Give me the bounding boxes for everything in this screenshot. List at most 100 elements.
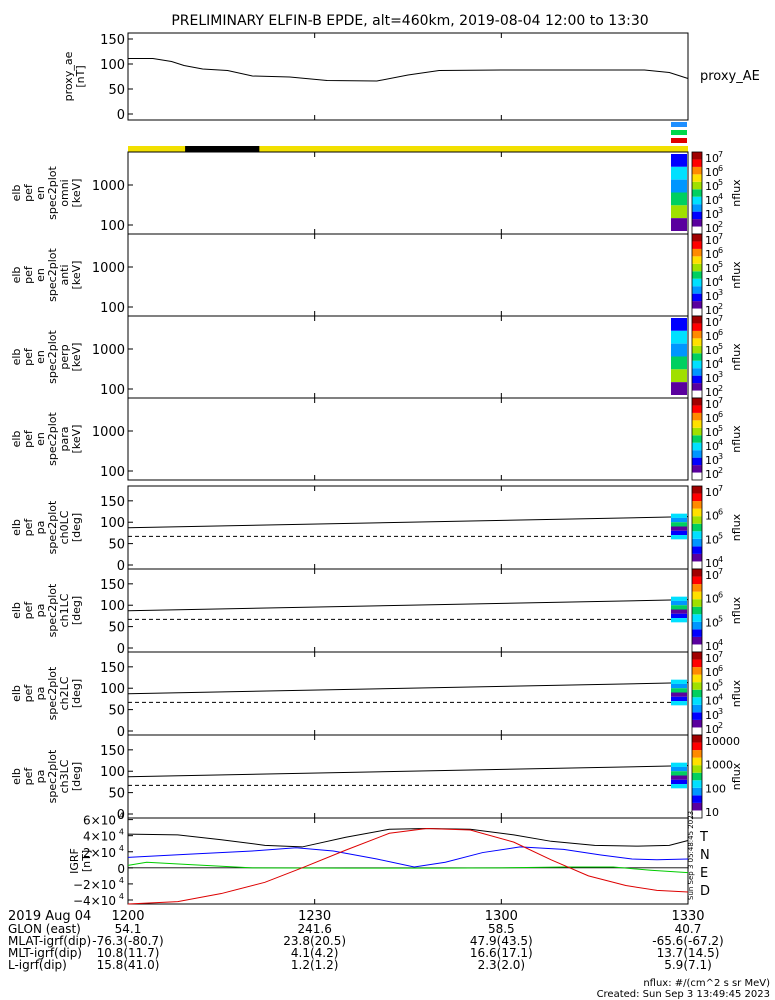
spectrogram-panel-1-ylabel: spec2plot <box>46 248 59 302</box>
pitch-panel-2-colorbar-band <box>692 674 702 683</box>
proxy-ae-ylabel: proxy_ae <box>62 51 75 101</box>
spectrogram-panel-0-cbar-tick: 10 <box>705 180 719 193</box>
pitch-panel-2-colorbar-band <box>692 667 702 675</box>
pitch-panel-1-ylabel: pef <box>22 601 35 620</box>
igrf-panel-series-n <box>127 846 689 868</box>
igrf-panel-ylabel: [nT] <box>80 850 93 872</box>
pitch-panel-1-colorbar-band <box>692 606 702 615</box>
spectrogram-panel-0-colorbar-band <box>692 166 702 175</box>
pitch-panel-3-ytick: 150 <box>100 744 125 759</box>
pitch-panel-3-colorbar-band <box>692 787 702 796</box>
spectrogram-panel-0-cbar-exp: 6 <box>718 164 723 173</box>
ephemeris-row-value: 58.5 <box>488 922 515 936</box>
spectrogram-panel-1-colorbar-band <box>692 278 702 287</box>
pitch-panel-2-loss-cone-line <box>127 682 689 695</box>
spectrogram-panel-3-frame <box>127 397 689 481</box>
igrf-panel-ytick-exp: 4 <box>119 876 124 885</box>
spectrogram-panel-0-colorbar-band <box>692 152 702 160</box>
pitch-panel-2-colorbar-band <box>692 652 702 660</box>
proxy-ae-ytick: 150 <box>100 33 125 48</box>
pitch-panel-0-colorbar-band <box>692 493 702 502</box>
ephemeris-row-value: -76.3(-80.7) <box>92 934 163 948</box>
ephemeris-row-value: 4.1(4.2) <box>291 946 339 960</box>
spectrogram-panel-3-colorbar-frame <box>691 397 703 481</box>
pitch-panel-2-cbar-tick: 10 <box>705 695 719 708</box>
spectrogram-panel-2-cbar-tick: 10 <box>705 372 719 385</box>
pitch-panel-0-ytick: 0 <box>117 559 125 574</box>
pitch-panel-1-ylabel: pa <box>34 604 47 618</box>
spectrogram-panel-3-ylabel: spec2plot <box>46 412 59 466</box>
pitch-panel-0-ytick: 150 <box>100 495 125 510</box>
pitch-panel-1-data-cell <box>671 605 687 610</box>
spectrogram-panel-1-ylabel: elb <box>10 267 23 284</box>
pitch-panel-3-cbar-label: nflux <box>730 762 743 790</box>
pitch-panel-0-cbar-tick: 10 <box>705 557 719 570</box>
spectrogram-panel-3-ylabel: [keV] <box>70 425 83 454</box>
spectrogram-panel-0-ytick: 100 <box>100 219 125 234</box>
pitch-panel-3-data-cell <box>671 784 687 789</box>
pitch-panel-0-ylabel: pa <box>34 521 47 535</box>
spectrogram-panel-0-ylabel: elb <box>10 185 23 202</box>
pitch-panel-0-cbar-exp: 6 <box>718 508 723 517</box>
spectrogram-panel-2-cbar-tick: 10 <box>705 316 719 329</box>
spectrogram-panel-2-colorbar-band <box>692 375 702 384</box>
pitch-panel-2-data-cell <box>671 688 687 693</box>
pitch-panel-2-cbar-exp: 6 <box>718 664 723 673</box>
pitch-panel-1-colorbar-band <box>692 621 702 630</box>
spectrogram-panel-0-cbar-tick: 10 <box>705 208 719 221</box>
pitch-panel-0-ylabel: pef <box>22 518 35 537</box>
spectrogram-panel-2-cbar-exp: 2 <box>718 384 723 393</box>
spectrogram-panel-0-colorbar-band <box>692 196 702 205</box>
ephemeris-row-value: 15.8(41.0) <box>97 958 160 972</box>
spectrogram-panel-0-colorbar-band <box>692 159 702 167</box>
spectrogram-panel-3-colorbar-band <box>692 420 702 428</box>
pitch-panel-0-data-cell <box>671 530 687 536</box>
spectrogram-panel-0-ylabel: en <box>34 186 47 200</box>
spectrogram-panel-1-ytick: 100 <box>100 301 125 316</box>
igrf-panel-legend-e: E <box>700 866 708 881</box>
spectrogram-panel-2-cbar-exp: 6 <box>718 328 723 337</box>
spectrogram-panel-2-ytick: 1000 <box>92 343 125 358</box>
proxy-ae-line <box>128 58 689 82</box>
spectrogram-panel-3-cbar-label: nflux <box>730 425 743 453</box>
pitch-panel-1-data-cell <box>671 618 687 623</box>
pitch-panel-1-colorbar-band <box>692 584 702 592</box>
spectrogram-panel-2-cbar-exp: 4 <box>718 356 723 365</box>
spectrogram-panel-3-ylabel: elb <box>10 431 23 448</box>
pitch-panel-1-cbar-tick: 10 <box>705 640 719 653</box>
pitch-panel-0-cbar-label: nflux <box>730 513 743 541</box>
pitch-panel-1-ylabel: elb <box>10 602 23 619</box>
spectrogram-panel-2-colorbar-band <box>692 316 702 324</box>
spectrogram-panel-2-colorbar-band <box>692 353 702 361</box>
pitch-panel-1-data-cell <box>671 600 687 606</box>
pitch-panel-2-frame <box>127 651 689 736</box>
vertical-timestamp-stamp: Sun Sep 3 05:48:45 2023 <box>687 811 695 900</box>
igrf-panel-ytick-exp: 4 <box>119 844 124 853</box>
spectrogram-panel-1-cbar-tick: 10 <box>705 262 719 275</box>
spectrogram-panel-2-cbar-exp: 3 <box>718 370 723 379</box>
proxy-ae-ylabel: [nT] <box>74 65 87 87</box>
spectrogram-panel-2-cbar-tick: 10 <box>705 386 719 399</box>
spectrogram-panel-1-cbar-label: nflux <box>730 261 743 289</box>
spectrogram-panel-1-colorbar-band <box>692 263 702 272</box>
pitch-panel-2-cbar-tick: 10 <box>705 680 719 693</box>
proxy-ae-right-label: proxy_AE <box>700 69 760 84</box>
pitch-panel-2-cbar-exp: 2 <box>718 721 723 730</box>
spectrogram-panel-2-ylabel: [keV] <box>70 343 83 372</box>
pitch-panel-2-data-cell <box>671 701 687 706</box>
spectrogram-panel-0-colorbar-band <box>692 189 702 197</box>
pitch-panel-1-ylabel: ch1LC <box>58 593 71 627</box>
pitch-panel-1-colorbar-band <box>692 629 702 637</box>
igrf-panel-series-d <box>127 827 689 905</box>
pitch-panel-3-cbar-tick: 100 <box>705 782 726 795</box>
spectrogram-panel-0-ytick: 1000 <box>92 179 125 194</box>
spectrogram-panel-0-cbar-exp: 7 <box>718 150 723 159</box>
pitch-panel-2-ylabel: spec2plot <box>46 666 59 720</box>
igrf-panel-ytick: 0 <box>117 862 125 876</box>
pitch-panel-0-data-cell <box>671 513 687 518</box>
spectrogram-panel-0-data-cell <box>671 154 687 167</box>
pitch-panel-2-colorbar-band <box>692 712 702 720</box>
spectrogram-panel-2-colorbar-band <box>692 368 702 376</box>
spectrogram-panel-1-ytick: 1000 <box>92 261 125 276</box>
pitch-panel-2-ytick: 150 <box>100 661 125 676</box>
